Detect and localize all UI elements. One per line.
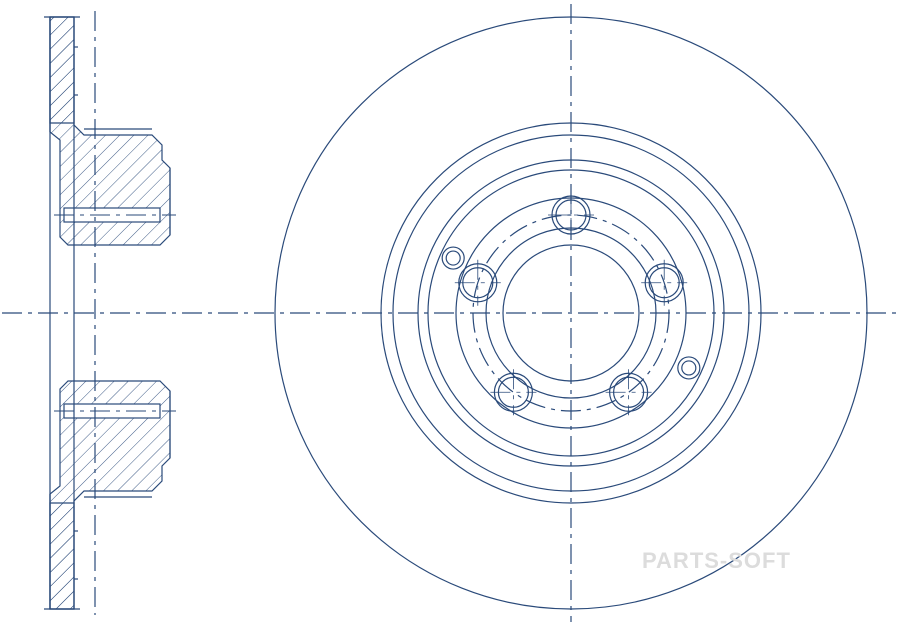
technical-drawing: [0, 0, 900, 626]
drawing-canvas: { "canvas": { "width": 900, "height": 62…: [0, 0, 900, 626]
